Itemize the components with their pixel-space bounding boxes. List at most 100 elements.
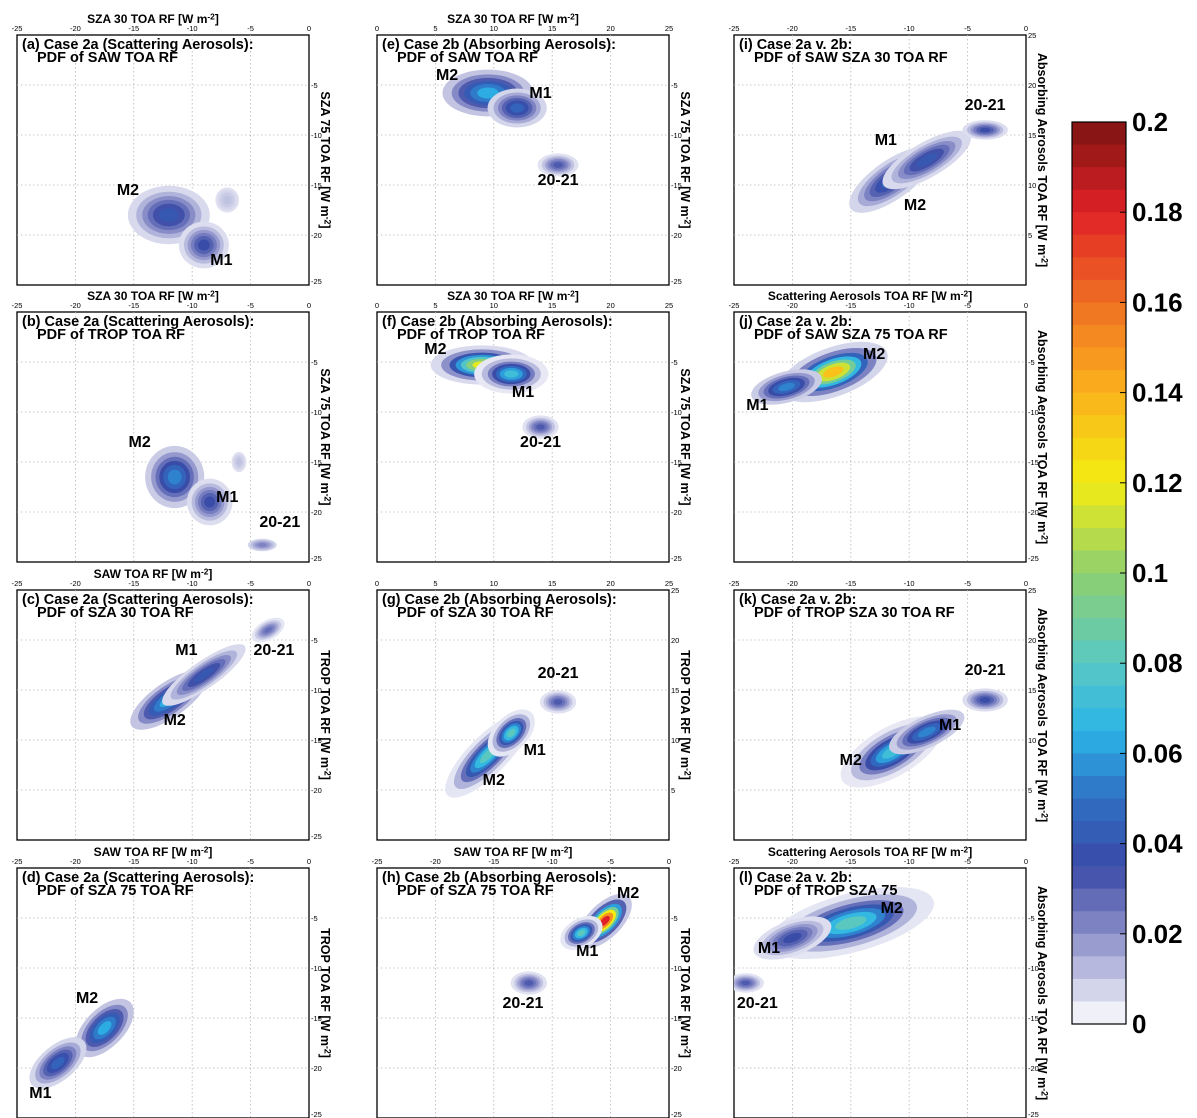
x-tick-label: -10 (547, 857, 558, 866)
x-axis-label: SZA 30 TOA RF [W m-2] (87, 289, 219, 303)
density-contour (194, 667, 214, 683)
y-tick-label: -10 (311, 408, 322, 417)
colorbar-segment (1072, 122, 1126, 146)
panel-d: M2 M1 (d) Case 2a (Scattering Aerosols):PD… (12, 845, 333, 1118)
x-tick-label: -10 (904, 301, 915, 310)
y-tick-label: -20 (1028, 1064, 1039, 1073)
panel-subtitle: PDF of TROP TOA RF (397, 327, 545, 343)
density-contour (264, 627, 273, 633)
panel-f: M2 M1 20-21 (f) Case 2b (Absorbing Aerosols… (375, 289, 693, 563)
y-axis-label: SZA 75 TOA RF [W m-2] (318, 368, 333, 505)
cluster-label: M1 (29, 1085, 51, 1102)
y-tick-label: -20 (1028, 508, 1039, 517)
colorbar-segment (1072, 302, 1126, 326)
x-tick-label: -20 (787, 857, 798, 866)
y-tick-label: 20 (1028, 81, 1036, 90)
panel-subtitle: PDF of TROP SZA 75 (754, 883, 897, 899)
density-layer (430, 345, 559, 439)
density-layer (510, 893, 632, 995)
x-tick-label: -15 (845, 301, 856, 310)
x-tick-label: 0 (307, 301, 311, 310)
y-tick-label: 5 (671, 786, 675, 795)
y-tick-label: -20 (311, 786, 322, 795)
y-axis-label: TROP TOA RF [W m-2] (678, 650, 693, 780)
density-layer (127, 185, 240, 269)
density-layer (849, 120, 1008, 213)
colorbar-segment (1072, 708, 1126, 732)
colorbar: 0.2 0.18 0.16 0.14 0.12 0.1 0.08 0.06 0.04 0.02 0 (1071, 107, 1183, 1039)
y-tick-label: -25 (671, 277, 682, 286)
panel-title: (g) Case 2b (Absorbing Aerosols): (382, 592, 617, 608)
colorbar-segment (1072, 775, 1126, 800)
panel-subtitle: PDF of SAW SZA 75 TOA RF (754, 327, 948, 343)
colorbar-segment (1072, 257, 1126, 281)
panel-frame (16, 34, 310, 286)
colorbar-segment (1072, 505, 1126, 529)
y-tick-label: -5 (671, 81, 678, 90)
y-axis-label: SZA 75 TOA RF [W m-2] (318, 91, 333, 228)
x-tick-label: 0 (1024, 857, 1028, 866)
density-contour (51, 1056, 65, 1070)
y-tick-label: -10 (1028, 408, 1039, 417)
density-contour (778, 382, 795, 392)
cluster-label: M1 (210, 252, 232, 269)
y-tick-label: -25 (311, 1110, 322, 1118)
density-contour (510, 103, 525, 113)
y-tick-label: 15 (1028, 686, 1036, 695)
x-tick-label: -15 (488, 857, 499, 866)
density-layer (751, 341, 888, 405)
colorbar-segment (1072, 279, 1126, 303)
y-tick-label: -20 (311, 508, 322, 517)
colorbar-segment (1072, 663, 1126, 687)
y-axis-label: Absorbing Aerosols TOA RF [W m-2] (1035, 53, 1050, 267)
x-tick-label: -10 (904, 24, 915, 33)
x-tick-label: -10 (904, 857, 915, 866)
colorbar-tick-label: 0.1 (1132, 558, 1168, 588)
y-tick-label: -5 (311, 914, 318, 923)
colorbar-segment (1072, 685, 1126, 709)
x-tick-label: -20 (787, 24, 798, 33)
cluster-label: 20-21 (259, 514, 300, 531)
y-tick-label: -10 (311, 686, 322, 695)
x-tick-label: -15 (128, 301, 139, 310)
x-tick-label: -10 (187, 301, 198, 310)
cluster-label: M2 (863, 346, 885, 363)
x-tick-label: -20 (430, 857, 441, 866)
panel-title: (l) Case 2a v. 2b: (739, 870, 852, 886)
panel-frame (733, 589, 1027, 841)
cluster-label: 20-21 (503, 995, 544, 1012)
y-tick-label: -10 (671, 408, 682, 417)
x-axis-label: Scattering Aerosols TOA RF [W m-2] (768, 845, 972, 859)
y-tick-label: -25 (311, 554, 322, 563)
panel-a: M2 M1 (a) Case 2a (Scattering Aerosols):PD… (12, 12, 333, 286)
cluster-label: 20-21 (965, 662, 1006, 679)
x-tick-label: 5 (433, 24, 437, 33)
colorbar-tick-label: 0.04 (1132, 829, 1183, 859)
x-tick-label: -10 (187, 857, 198, 866)
x-tick-label: -25 (12, 857, 23, 866)
cluster-label: M2 (904, 197, 926, 214)
panel-title: (e) Case 2b (Absorbing Aerosols): (382, 37, 616, 53)
y-tick-label: -15 (1028, 1014, 1039, 1023)
x-tick-label: 0 (307, 857, 311, 866)
x-tick-label: 25 (665, 301, 673, 310)
y-tick-label: -25 (311, 832, 322, 841)
y-tick-label: -20 (671, 508, 682, 517)
y-tick-label: -5 (671, 358, 678, 367)
colorbar-segment (1072, 460, 1126, 484)
x-tick-label: -20 (70, 24, 81, 33)
x-tick-label: 15 (548, 579, 556, 588)
y-tick-label: 15 (671, 686, 679, 695)
panel-subtitle: PDF of SZA 30 TOA RF (37, 605, 194, 621)
panel-title: (h) Case 2b (Absorbing Aerosols): (382, 870, 617, 886)
x-tick-label: -10 (904, 579, 915, 588)
y-tick-label: 20 (1028, 636, 1036, 645)
colorbar-segment (1072, 730, 1126, 754)
colorbar-tick-label: 0.12 (1132, 468, 1183, 498)
colorbar-segment (1072, 324, 1126, 349)
colorbar-segment (1072, 843, 1126, 867)
y-tick-label: -10 (1028, 964, 1039, 973)
panel-title: (f) Case 2b (Absorbing Aerosols): (382, 314, 613, 330)
cluster-label: 20-21 (965, 97, 1006, 114)
panel-title: (d) Case 2a (Scattering Aerosols): (22, 870, 254, 886)
